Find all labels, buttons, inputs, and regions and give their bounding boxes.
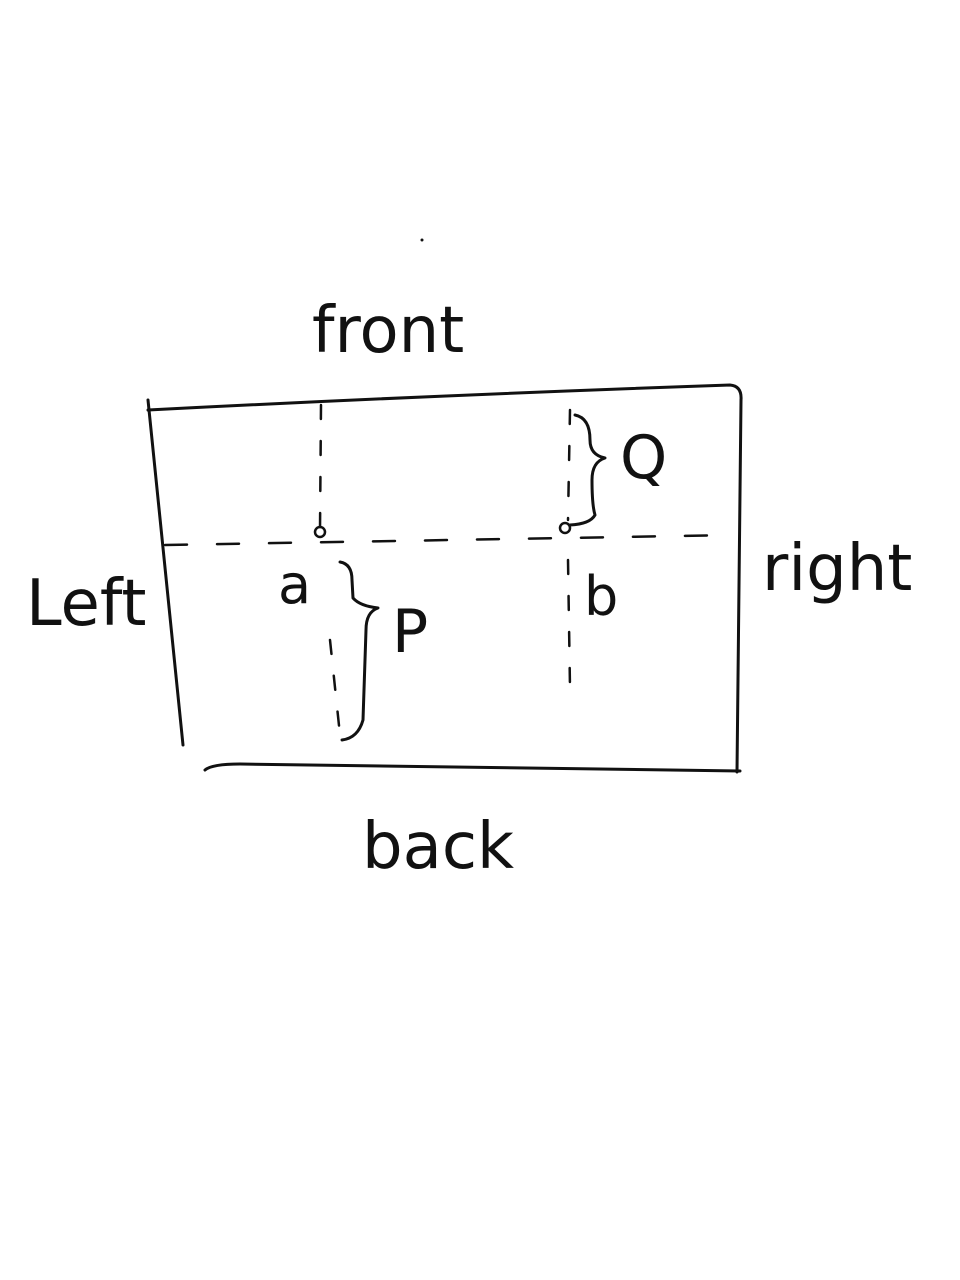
- measure-p-label: P: [392, 597, 428, 667]
- left-label: Left: [26, 567, 146, 641]
- measure-q-label: Q: [620, 423, 667, 493]
- point-a-marker: [313, 525, 327, 539]
- point-a-label: a: [278, 553, 311, 616]
- front-label: front: [312, 294, 464, 368]
- rectangle-right-edge: [735, 398, 743, 774]
- vertical-dashed-line-a-upper: [318, 403, 323, 532]
- stray-dot: [420, 238, 424, 242]
- point-b-marker: [558, 521, 572, 535]
- horizontal-dashed-line: [163, 533, 737, 547]
- p-brace: [338, 560, 380, 742]
- point-b-label: b: [584, 565, 618, 628]
- rectangle-bottom-edge: [203, 762, 742, 773]
- back-label: back: [362, 810, 514, 884]
- vertical-dashed-line-a-lower: [328, 638, 342, 737]
- rectangle-left-edge: [146, 398, 185, 747]
- vertical-dashed-line-b-upper: [566, 408, 572, 522]
- right-label: right: [762, 532, 912, 606]
- rectangle-top-edge: [146, 383, 743, 412]
- vertical-dashed-line-b-lower: [566, 558, 572, 690]
- q-brace: [568, 413, 607, 527]
